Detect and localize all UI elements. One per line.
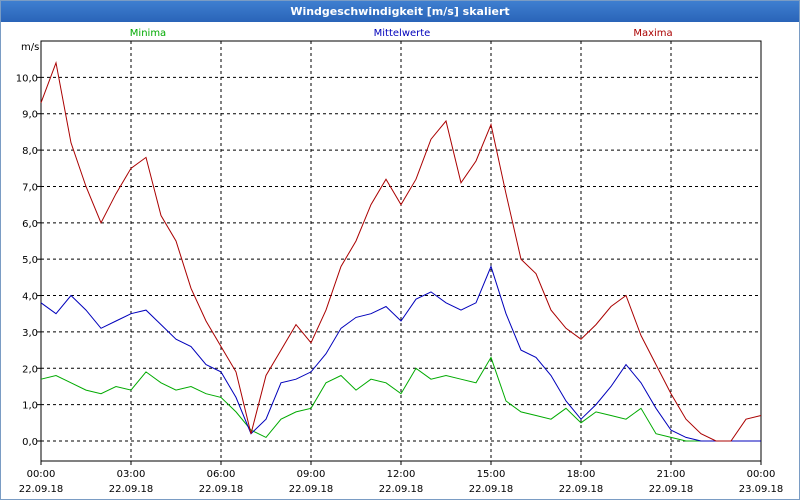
x-tick-time-label: 06:00 <box>207 469 236 480</box>
legend: Minima Mittelwerte Maxima <box>130 28 673 39</box>
y-tick-label: 3,0 <box>22 328 38 339</box>
x-tick-date-label: 23.09.18 <box>739 484 784 495</box>
x-tick-date-label: 22.09.18 <box>199 484 244 495</box>
x-tick-date-label: 22.09.18 <box>469 484 514 495</box>
y-tick-label: 2,0 <box>22 364 38 375</box>
x-tick-date-label: 22.09.18 <box>559 484 604 495</box>
x-tick-time-label: 21:00 <box>657 469 686 480</box>
y-tick-label: 8,0 <box>22 146 38 157</box>
x-tick-date-label: 22.09.18 <box>19 484 64 495</box>
y-tick-label: 4,0 <box>22 292 38 303</box>
x-tick-date-label: 22.09.18 <box>109 484 154 495</box>
legend-entry-minima: Minima <box>130 28 166 39</box>
y-tick-label: 1,0 <box>22 401 38 412</box>
y-axis-unit-label: m/s <box>21 42 39 53</box>
legend-entry-mittelwerte: Mittelwerte <box>374 28 431 39</box>
x-tick-time-label: 18:00 <box>567 469 596 480</box>
y-tick-label: 7,0 <box>22 182 38 193</box>
wind-speed-chart: 0,0 1,0 2,0 3,0 4,0 5,0 6,0 7,0 8,0 9,0 10,0 00:00… <box>16 28 784 495</box>
x-tick-time-label: 12:00 <box>387 469 416 480</box>
window-title: Windgeschwindigkeit [m/s] skaliert <box>1 1 799 22</box>
x-tick-time-label: 09:00 <box>297 469 326 480</box>
legend-entry-maxima: Maxima <box>633 28 672 39</box>
series-line-mittelwerte <box>40 265 761 442</box>
x-tick-time-label: 00:00 <box>27 469 56 480</box>
y-tick-label: 0,0 <box>22 437 38 448</box>
x-tick-date-label: 22.09.18 <box>649 484 694 495</box>
x-tick-date-label: 22.09.18 <box>289 484 334 495</box>
y-tick-label: 5,0 <box>22 255 38 266</box>
series-group <box>40 60 762 442</box>
x-tick-time-label: 15:00 <box>477 469 506 480</box>
y-tick-label: 6,0 <box>22 219 38 230</box>
x-tick-time-label: 03:00 <box>117 469 146 480</box>
x-axis: 00:00 22.09.18 03:00 22.09.18 06:00 22.09.18 0… <box>19 461 784 495</box>
series-line-maxima <box>40 60 762 442</box>
x-tick-date-label: 22.09.18 <box>379 484 424 495</box>
grid <box>41 41 761 461</box>
y-tick-label: 9,0 <box>22 110 38 121</box>
x-tick-time-label: 00:00 <box>747 469 776 480</box>
y-tick-label: 10,0 <box>16 73 38 84</box>
series-line-minima <box>40 356 761 442</box>
y-axis: 0,0 1,0 2,0 3,0 4,0 5,0 6,0 7,0 8,0 9,0 10,0 <box>16 73 41 448</box>
